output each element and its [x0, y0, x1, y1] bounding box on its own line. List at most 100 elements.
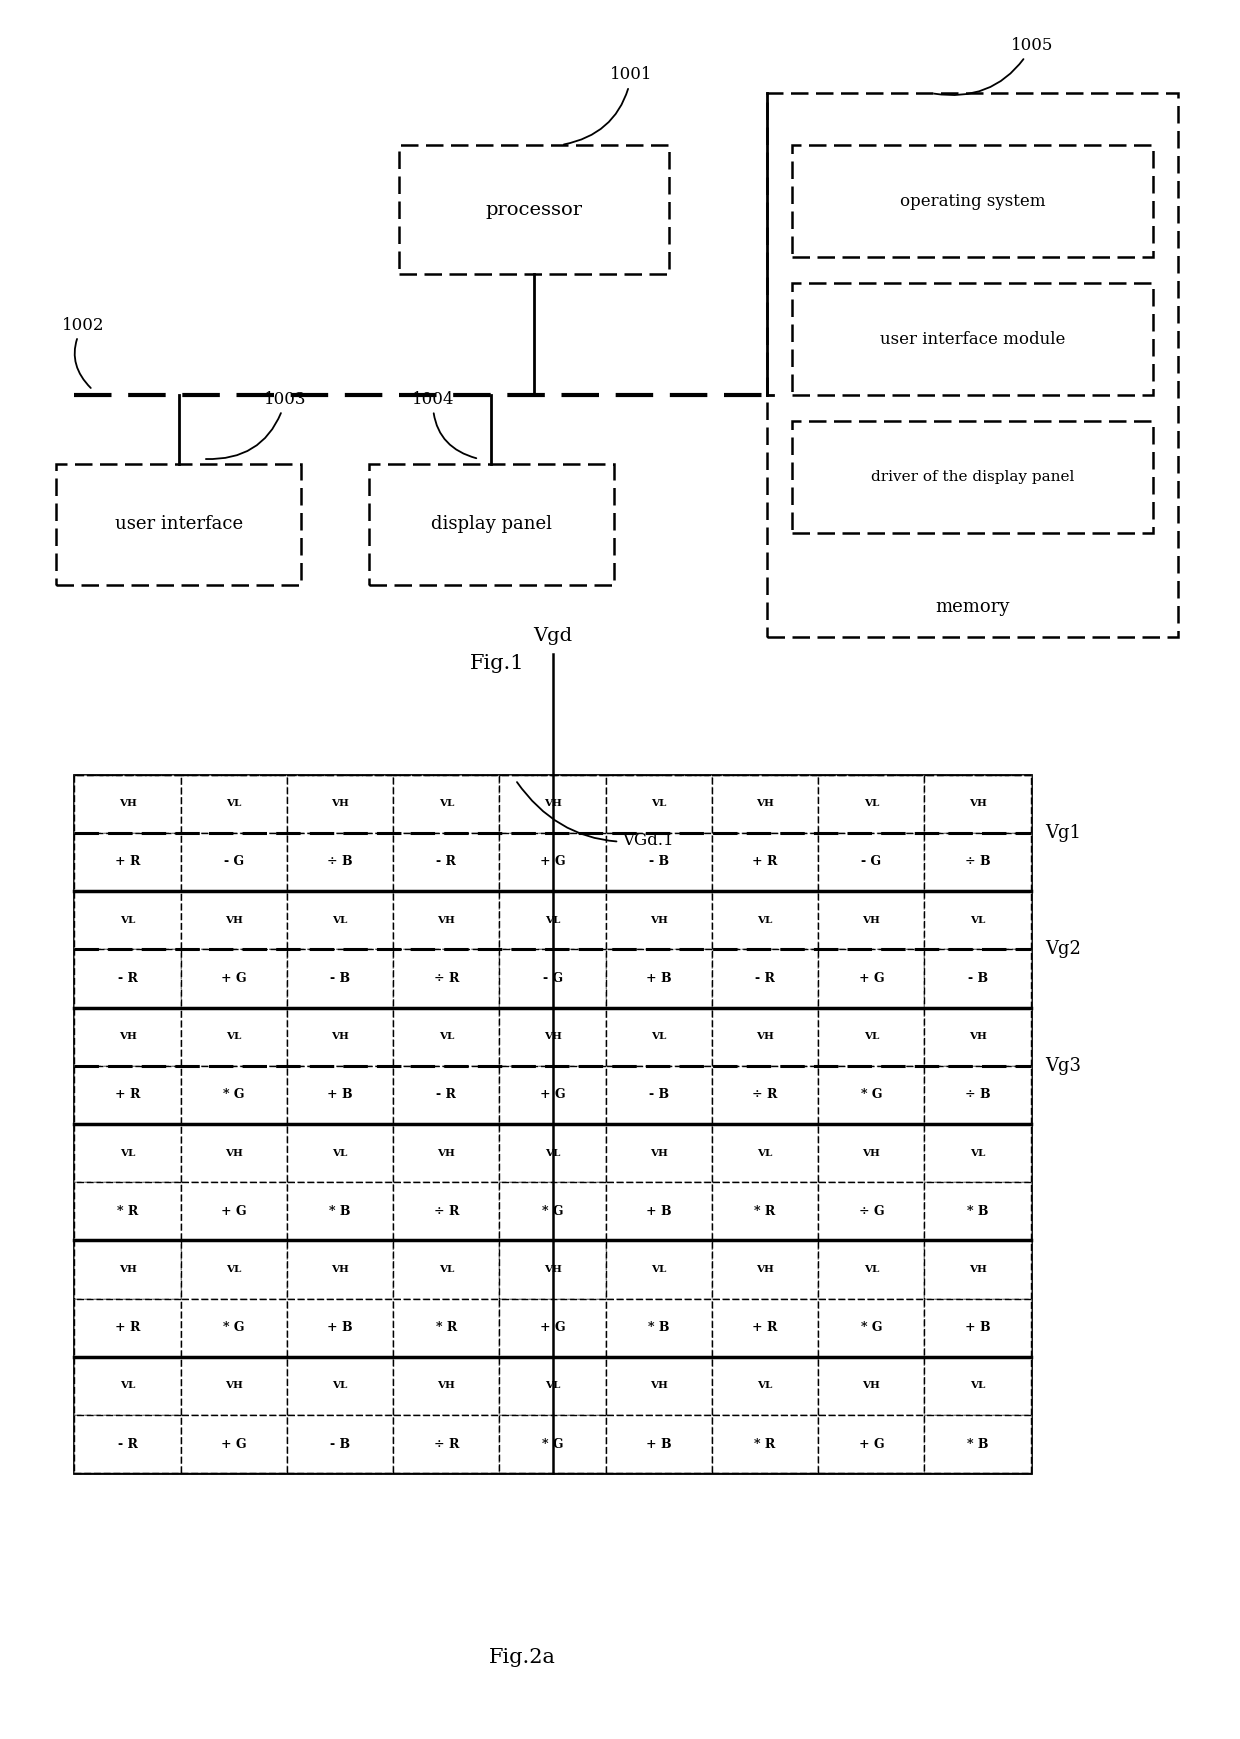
FancyBboxPatch shape	[925, 1416, 1030, 1473]
FancyBboxPatch shape	[712, 1007, 818, 1066]
FancyBboxPatch shape	[791, 144, 1153, 257]
FancyBboxPatch shape	[393, 1183, 500, 1240]
Text: + B: + B	[327, 1089, 353, 1101]
FancyBboxPatch shape	[500, 1007, 605, 1066]
Text: * R: * R	[117, 1205, 138, 1217]
Text: VH: VH	[862, 1381, 880, 1391]
Text: VH: VH	[331, 1033, 348, 1042]
Text: VH: VH	[968, 1264, 987, 1275]
Text: VL: VL	[120, 1381, 135, 1391]
FancyBboxPatch shape	[605, 1416, 712, 1473]
Text: VL: VL	[651, 800, 667, 809]
Text: VH: VH	[438, 1381, 455, 1391]
FancyBboxPatch shape	[712, 1299, 818, 1356]
Text: - G: - G	[862, 856, 882, 868]
FancyBboxPatch shape	[74, 890, 181, 949]
FancyBboxPatch shape	[181, 1123, 286, 1183]
Text: VL: VL	[544, 1381, 560, 1391]
FancyBboxPatch shape	[925, 1007, 1030, 1066]
Text: - R: - R	[755, 972, 775, 984]
Text: Vg3: Vg3	[1045, 1057, 1081, 1075]
Text: VH: VH	[224, 916, 243, 925]
FancyBboxPatch shape	[181, 1007, 286, 1066]
Text: * G: * G	[861, 1322, 882, 1334]
Text: VL: VL	[651, 1033, 667, 1042]
FancyBboxPatch shape	[286, 890, 393, 949]
FancyBboxPatch shape	[925, 890, 1030, 949]
FancyBboxPatch shape	[74, 1123, 181, 1183]
FancyBboxPatch shape	[925, 774, 1030, 833]
Text: * R: * R	[754, 1205, 776, 1217]
Text: VH: VH	[862, 916, 880, 925]
FancyBboxPatch shape	[74, 1416, 181, 1473]
Text: VH: VH	[543, 1264, 562, 1275]
Text: VH: VH	[543, 1033, 562, 1042]
FancyBboxPatch shape	[74, 1183, 181, 1240]
Text: - B: - B	[330, 972, 350, 984]
Text: - R: - R	[436, 1089, 456, 1101]
FancyBboxPatch shape	[605, 1240, 712, 1299]
FancyBboxPatch shape	[818, 1066, 925, 1123]
FancyBboxPatch shape	[74, 833, 181, 890]
FancyBboxPatch shape	[181, 1356, 286, 1416]
FancyBboxPatch shape	[393, 949, 500, 1007]
Text: + R: + R	[753, 1322, 777, 1334]
FancyBboxPatch shape	[181, 833, 286, 890]
Text: VL: VL	[226, 1264, 242, 1275]
FancyBboxPatch shape	[393, 1240, 500, 1299]
FancyBboxPatch shape	[791, 421, 1153, 534]
FancyBboxPatch shape	[925, 1183, 1030, 1240]
FancyBboxPatch shape	[500, 949, 605, 1007]
FancyBboxPatch shape	[74, 1299, 181, 1356]
Text: ÷ R: ÷ R	[434, 1438, 459, 1450]
FancyBboxPatch shape	[605, 1356, 712, 1416]
FancyBboxPatch shape	[393, 1416, 500, 1473]
Text: * G: * G	[223, 1322, 244, 1334]
Text: - G: - G	[543, 972, 563, 984]
FancyBboxPatch shape	[818, 890, 925, 949]
Text: VH: VH	[438, 916, 455, 925]
FancyBboxPatch shape	[286, 1299, 393, 1356]
FancyBboxPatch shape	[286, 833, 393, 890]
Text: VL: VL	[864, 800, 879, 809]
FancyBboxPatch shape	[605, 1299, 712, 1356]
Text: - B: - B	[330, 1438, 350, 1450]
FancyBboxPatch shape	[712, 949, 818, 1007]
FancyBboxPatch shape	[818, 1416, 925, 1473]
Text: + R: + R	[753, 856, 777, 868]
Text: VH: VH	[650, 916, 668, 925]
Text: - B: - B	[649, 856, 668, 868]
FancyBboxPatch shape	[500, 1240, 605, 1299]
FancyBboxPatch shape	[286, 1123, 393, 1183]
FancyBboxPatch shape	[500, 833, 605, 890]
Text: VL: VL	[758, 1148, 773, 1158]
Text: - B: - B	[649, 1089, 668, 1101]
FancyBboxPatch shape	[605, 1183, 712, 1240]
FancyBboxPatch shape	[181, 1299, 286, 1356]
Text: Vg1: Vg1	[1045, 824, 1081, 842]
Text: display panel: display panel	[430, 515, 552, 534]
Text: ÷ B: ÷ B	[965, 1089, 991, 1101]
Text: VH: VH	[756, 1033, 774, 1042]
Text: VL: VL	[332, 1381, 347, 1391]
Text: VL: VL	[120, 1148, 135, 1158]
FancyBboxPatch shape	[286, 1007, 393, 1066]
Text: + B: + B	[646, 1438, 672, 1450]
Text: VL: VL	[439, 1033, 454, 1042]
Text: VL: VL	[439, 1264, 454, 1275]
Text: user interface module: user interface module	[880, 330, 1065, 348]
FancyBboxPatch shape	[74, 774, 181, 833]
Text: VH: VH	[968, 800, 987, 809]
FancyBboxPatch shape	[500, 890, 605, 949]
Text: VH: VH	[119, 1033, 136, 1042]
Text: VL: VL	[332, 1148, 347, 1158]
Text: VH: VH	[756, 1264, 774, 1275]
FancyBboxPatch shape	[393, 1066, 500, 1123]
Text: VH: VH	[119, 1264, 136, 1275]
FancyBboxPatch shape	[393, 774, 500, 833]
Text: + G: + G	[221, 1438, 247, 1450]
Text: + G: + G	[858, 972, 884, 984]
FancyBboxPatch shape	[768, 94, 1178, 636]
FancyBboxPatch shape	[286, 1066, 393, 1123]
Text: + B: + B	[646, 972, 672, 984]
